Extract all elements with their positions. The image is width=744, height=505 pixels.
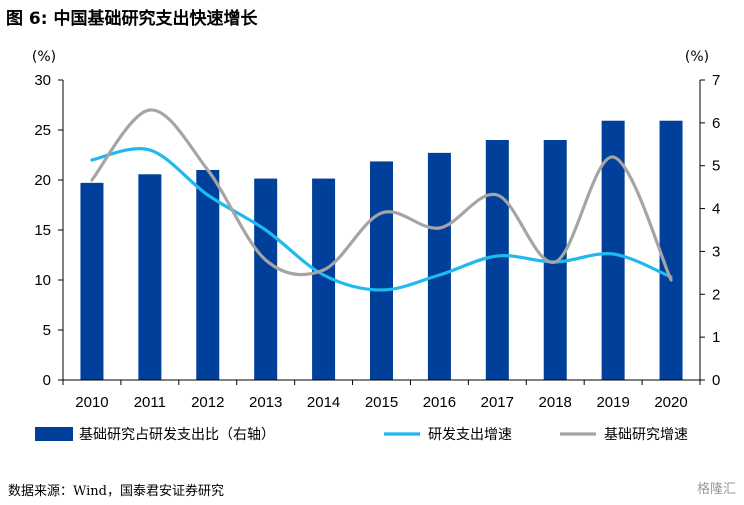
x-tick-label: 2014	[307, 394, 340, 411]
legend-label-2: 研发支出增速	[428, 427, 512, 443]
source-note: 数据来源：Wind，国泰君安证券研究	[8, 484, 224, 499]
left-axis: 0 5 10 15 20 25 30 (%)	[32, 49, 64, 389]
x-tick-label: 2019	[596, 394, 629, 411]
bar-2016	[427, 152, 451, 380]
right-tick-label: 5	[712, 158, 720, 175]
left-tick-label: 10	[34, 272, 51, 289]
right-tick-label: 2	[712, 286, 720, 303]
x-tick-label: 2020	[654, 394, 687, 411]
x-tick-label: 2018	[539, 394, 572, 411]
left-tick-label: 15	[34, 222, 51, 239]
x-tick-label: 2010	[75, 394, 108, 411]
figure-title: 图 6: 中国基础研究支出快速增长	[6, 9, 258, 29]
x-axis: 2010 2011 2012 2013 2014 2015 2016 2017 2018 2019…	[62, 379, 701, 411]
right-axis: 0 1 2 3 4 5 6 7(%)	[685, 49, 720, 389]
line-series-2	[90, 108, 673, 282]
x-tick-label: 2017	[481, 394, 514, 411]
watermark: 格隆汇	[696, 482, 736, 497]
legend-label-1: 基础研究占研发支出比（右轴）	[79, 426, 275, 443]
right-tick-label: 6	[712, 115, 720, 132]
bar-2020	[659, 120, 683, 380]
right-tick-label: 3	[712, 243, 720, 260]
bar-2017	[485, 140, 509, 380]
legend-swatch-bar	[35, 427, 73, 441]
right-tick-label: 1	[712, 329, 720, 346]
line-series	[90, 108, 673, 292]
x-tick-label: 2012	[191, 394, 224, 411]
left-tick-label: 30	[34, 72, 51, 89]
left-tick-label: 25	[34, 122, 51, 139]
left-tick-label: 20	[34, 172, 51, 189]
bar-2012	[196, 170, 220, 380]
left-axis-unit: (%)	[32, 49, 56, 65]
bar-series	[80, 120, 683, 380]
bar-2013	[254, 178, 278, 380]
right-tick-label: 0	[712, 372, 720, 389]
x-tick-label: 2011	[134, 394, 166, 411]
legend: 基础研究占研发支出比（右轴） 研发支出增速 基础研究增速	[35, 426, 688, 443]
right-axis-unit: (%)	[685, 49, 709, 65]
bar-2018	[543, 140, 567, 380]
x-tick-label: 2015	[365, 394, 398, 411]
x-tick-label: 2013	[249, 394, 282, 411]
left-tick-label: 5	[43, 322, 51, 339]
bar-2015	[370, 161, 393, 380]
bar-2010	[80, 182, 104, 380]
right-tick-label: 4	[712, 201, 720, 218]
right-tick-label: 7	[712, 72, 720, 89]
bar-2014	[312, 178, 336, 380]
line-series-1	[90, 147, 673, 292]
legend-label-3: 基础研究增速	[604, 426, 688, 443]
left-tick-label: 0	[43, 372, 51, 389]
bar-2019	[601, 120, 625, 380]
bar-2011	[138, 174, 162, 380]
x-tick-label: 2016	[423, 394, 456, 411]
